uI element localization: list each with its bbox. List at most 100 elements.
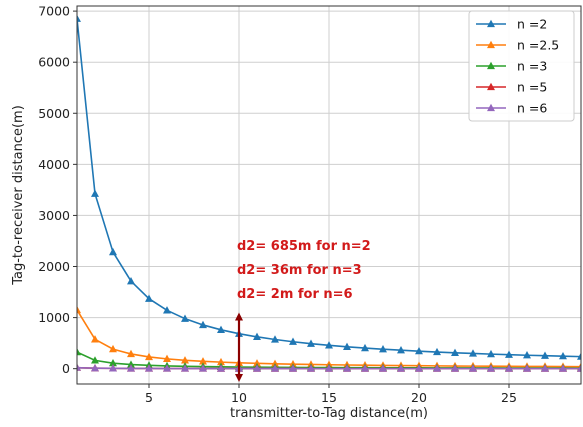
- series-point-n6: [163, 364, 171, 372]
- legend-box: [468, 10, 575, 122]
- series-layer: [77, 14, 581, 372]
- series-point-n2: [271, 335, 279, 343]
- legend-marker-n2: [487, 19, 495, 28]
- series-point-n2: [577, 352, 581, 360]
- y-tick-label: 4000: [38, 157, 70, 172]
- series-point-n2: [361, 343, 369, 352]
- series-point-n2: [487, 349, 495, 358]
- series-point-n2: [163, 306, 171, 314]
- series-point-n3: [127, 360, 135, 368]
- series-point-n25: [199, 357, 207, 365]
- series-point-n2: [559, 351, 567, 360]
- series-point-n6: [487, 364, 495, 372]
- series-point-n2: [109, 247, 117, 256]
- series-point-n6: [559, 364, 567, 372]
- x-axis-label: transmitter-to-Tag distance(m): [230, 406, 428, 421]
- y-tick-label: 7000: [38, 4, 70, 19]
- series-point-n6: [181, 364, 189, 372]
- series-point-n25: [127, 349, 135, 358]
- series-point-n2: [469, 349, 477, 357]
- series-point-n25: [253, 359, 261, 367]
- series-point-n3: [77, 347, 81, 356]
- series-point-n6: [145, 364, 153, 372]
- legend-marker-n5: [487, 82, 495, 91]
- annotation-line-n2: d2= 685m for n=2: [237, 239, 371, 254]
- legend-label-n25: n =2.5: [517, 38, 559, 53]
- x-tick-label: 20: [411, 390, 427, 405]
- series-point-n2: [343, 342, 351, 350]
- y-axis-label: Tag-to-receiver distance(m): [11, 105, 26, 286]
- y-tick-label: 0: [62, 361, 70, 376]
- series-point-n2: [127, 276, 135, 285]
- series-point-n3: [91, 356, 99, 364]
- y-tick-label: 2000: [38, 259, 70, 274]
- series-point-n6: [77, 363, 81, 371]
- series-point-n2: [505, 350, 513, 358]
- series-point-n6: [577, 364, 581, 372]
- series-point-n2: [523, 351, 531, 359]
- series-point-n2: [415, 346, 423, 355]
- x-tick-label: 10: [231, 390, 247, 405]
- y-tick-label: 6000: [38, 55, 70, 70]
- series-point-n2: [145, 294, 153, 302]
- y-tick-label: 5000: [38, 106, 70, 121]
- annotation-line-n3: d2= 36m for n=3: [237, 263, 362, 278]
- y-tick-label: 1000: [38, 310, 70, 325]
- series-point-n25: [163, 354, 171, 363]
- legend-label-n6: n =6: [517, 101, 547, 116]
- series-point-n2: [397, 346, 405, 354]
- annotation-arrow: [235, 312, 243, 382]
- series-point-n3: [109, 358, 117, 367]
- series-point-n6: [523, 364, 531, 372]
- series-point-n2: [199, 320, 207, 329]
- series-point-n2: [541, 351, 549, 359]
- series-point-n2: [77, 14, 81, 22]
- series-point-n2: [91, 189, 99, 197]
- series-point-n25: [77, 305, 81, 314]
- series-point-n6: [379, 364, 387, 372]
- legend-label-n3: n =3: [517, 59, 547, 74]
- series-point-n6: [469, 364, 477, 372]
- series-point-n2: [379, 345, 387, 353]
- series-point-n6: [505, 364, 513, 372]
- series-point-n6: [127, 364, 135, 372]
- legend-marker-n25: [487, 40, 495, 49]
- legend-items: n =2 n =2.5 n =3 n =5 n =6: [476, 17, 559, 116]
- series-point-n6: [307, 364, 315, 372]
- series-point-n6: [361, 364, 369, 372]
- series-point-n2: [325, 341, 333, 349]
- series-point-n2: [451, 348, 459, 356]
- series-point-n2: [433, 347, 441, 356]
- series-point-n6: [91, 363, 99, 372]
- series-point-n6: [451, 364, 459, 372]
- series-point-n2: [181, 314, 189, 322]
- annotation: d2= 685m for n=2 d2= 36m for n=3 d2= 2m …: [237, 239, 371, 302]
- arrow-head-up: [235, 312, 243, 321]
- series-point-n6: [289, 364, 297, 372]
- series-point-n6: [433, 364, 441, 372]
- series-point-n6: [541, 364, 549, 372]
- series-point-n2: [217, 325, 225, 333]
- series-point-n25: [181, 356, 189, 364]
- series-point-n6: [397, 364, 405, 372]
- series-point-n25: [91, 335, 99, 343]
- series-point-n6: [253, 364, 261, 372]
- series-point-n25: [109, 344, 117, 353]
- series-point-n6: [271, 364, 279, 372]
- legend-label-n2: n =2: [517, 17, 547, 32]
- y-tick-label: 3000: [38, 208, 70, 223]
- legend-marker-n3: [487, 61, 495, 70]
- series-point-n6: [343, 364, 351, 372]
- legend-marker-n6: [487, 103, 495, 112]
- series-point-n25: [145, 352, 153, 361]
- x-tick-label: 25: [501, 390, 517, 405]
- x-tick-label: 5: [145, 390, 153, 405]
- x-tick-label: 15: [321, 390, 337, 405]
- series-point-n6: [415, 364, 423, 372]
- series-point-n6: [109, 364, 117, 372]
- series-point-n2: [253, 332, 261, 341]
- legend: n =2 n =2.5 n =3 n =5 n =6: [468, 10, 575, 122]
- series-point-n6: [199, 364, 207, 372]
- arrow-head-down: [235, 374, 243, 382]
